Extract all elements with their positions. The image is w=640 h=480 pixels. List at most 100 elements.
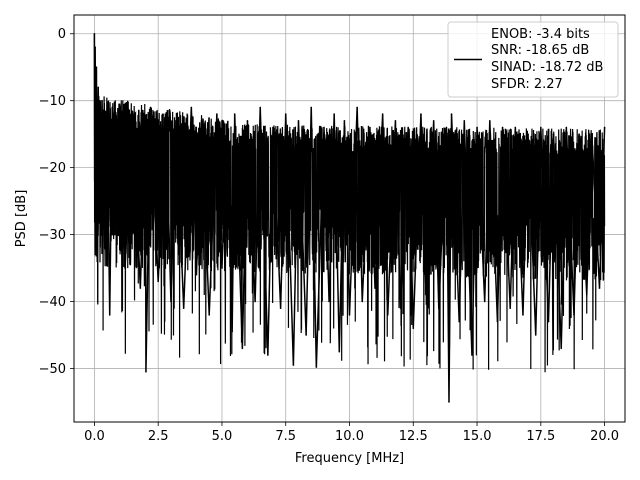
psd-data-point [420, 113, 422, 115]
psd-data-point [131, 113, 134, 115]
psd-data-point [93, 180, 96, 182]
psd-data-point [93, 32, 96, 35]
psd-data-point [399, 307, 402, 310]
psd-data-point [328, 300, 330, 303]
x-tick-label: 10.0 [335, 429, 364, 444]
legend-line-snr: SNR: -18.65 dB [491, 43, 589, 58]
psd-data-point [573, 314, 575, 316]
psd-data-point [114, 233, 116, 236]
psd-data-point [233, 113, 236, 115]
psd-data-point [200, 119, 203, 122]
psd-data-point [96, 200, 98, 202]
psd-data-point [445, 126, 448, 129]
psd-data-point [157, 280, 159, 283]
psd-data-point [527, 133, 529, 135]
y-tick-label: −20 [39, 161, 66, 176]
psd-data-point [195, 273, 198, 276]
psd-data-point [483, 300, 486, 303]
psd-data-point [231, 330, 233, 333]
psd-data-point [471, 354, 473, 356]
psd-data-point [292, 364, 295, 366]
psd-data-point [95, 66, 98, 69]
psd-data-point [216, 113, 218, 115]
psd-data-point [514, 126, 517, 129]
y-axis-label: PSD [dB] [14, 190, 29, 248]
psd-data-point [374, 287, 376, 289]
psd-data-point [267, 354, 269, 356]
psd-data-point [241, 347, 244, 350]
legend-line-sinad: SINAD: -18.72 dB [491, 60, 603, 75]
psd-data-point [585, 294, 588, 296]
psd-data-point [432, 119, 435, 122]
psd-data-point [165, 113, 167, 115]
x-tick-label: 17.5 [526, 429, 555, 444]
x-axis: 0.0 2.5 5.0 7.5 10.0 12.5 15.0 17.5 20.0 [84, 422, 619, 444]
psd-data-point [310, 106, 313, 109]
psd-data-point [343, 119, 346, 122]
psd-data-point [489, 119, 491, 122]
psd-data-point [106, 113, 108, 115]
psd-data-point [501, 126, 504, 129]
psd-data-point [547, 320, 550, 323]
psd-data-point [578, 133, 580, 135]
psd-data-point [272, 126, 274, 129]
psd-data-point [407, 126, 409, 129]
psd-data-point [305, 334, 307, 336]
psd-data-point [246, 119, 249, 122]
psd-data-point [381, 113, 384, 115]
psd-data-point [259, 106, 262, 109]
psd-data-point [94, 153, 97, 156]
psd-data-point [565, 126, 568, 129]
series-layer [93, 32, 606, 403]
y-axis: 0 −10 −20 −30 −40 −50 [39, 27, 74, 377]
y-tick-label: −10 [39, 94, 66, 109]
psd-data-point [208, 314, 210, 316]
psd-data-point [448, 401, 450, 403]
psd-data-point [333, 113, 335, 115]
psd-data-point [437, 307, 440, 310]
y-tick-label: −30 [39, 228, 66, 243]
y-tick-label: −40 [39, 295, 66, 310]
psd-data-point [111, 106, 114, 109]
x-tick-label: 2.5 [148, 429, 169, 444]
psd-data-point [603, 126, 606, 129]
psd-data-point [386, 314, 389, 316]
psd-data-point [97, 86, 100, 89]
psd-data-point [425, 294, 427, 296]
legend-line-enob: ENOB: -3.4 bits [491, 27, 590, 42]
psd-data-point [284, 113, 287, 115]
psd-data-point [108, 314, 111, 316]
psd-data-point [279, 307, 282, 310]
psd-data-point [297, 119, 300, 122]
y-tick-label: −50 [39, 362, 66, 377]
psd-data-point [412, 327, 415, 330]
x-tick-label: 20.0 [590, 429, 619, 444]
psd-data-point [124, 267, 126, 269]
psd-data-point [394, 119, 397, 122]
psd-data-point [175, 119, 177, 122]
psd-data-point [458, 320, 460, 323]
psd-data-point [496, 320, 499, 323]
psd-data-point [149, 106, 152, 109]
psd-data-point [315, 366, 318, 368]
psd-data-point [560, 347, 563, 350]
psd-data-point [226, 126, 228, 129]
psd-data-point [450, 113, 453, 115]
y-tick-label: 0 [58, 27, 66, 42]
psd-data-point [254, 300, 256, 303]
psd-data-point [598, 287, 601, 289]
psd-data-point [94, 46, 96, 48]
x-tick-label: 5.0 [212, 429, 233, 444]
x-tick-label: 0.0 [84, 429, 105, 444]
x-axis-label: Frequency [MHz] [295, 451, 404, 466]
psd-data-point [534, 334, 537, 336]
psd-data-point [221, 267, 223, 269]
psd-data-point [190, 106, 193, 109]
psd-data-point [522, 314, 524, 316]
psd-data-point [476, 126, 478, 129]
legend: ENOB: -3.4 bits SNR: -18.65 dB SINAD: -1… [447, 21, 619, 98]
psd-data-point [369, 126, 371, 129]
legend-box [447, 21, 619, 98]
x-tick-label: 12.5 [399, 429, 428, 444]
